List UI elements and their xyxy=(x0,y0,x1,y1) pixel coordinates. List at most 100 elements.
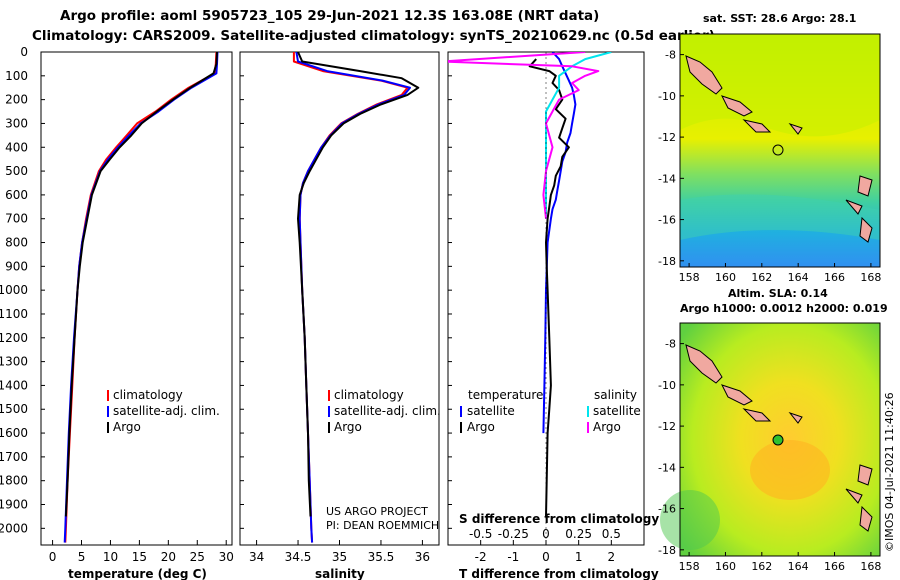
salinity-x-tick-label: 34.5 xyxy=(285,550,312,564)
temperature-x-tick-label: 0 xyxy=(49,550,57,564)
temperature-series-argo xyxy=(64,52,218,517)
salinity-legend: climatology satellite-adj. clim. Argo xyxy=(328,388,441,434)
legend-satellite-label: satellite-adj. clim. xyxy=(113,404,220,418)
salinity-series-climatology xyxy=(292,52,409,543)
sst-warm-patch xyxy=(680,34,880,137)
depth-tick-label: 1700 xyxy=(0,450,28,464)
temperature-x-tick-label: 10 xyxy=(103,550,118,564)
depth-tick-label: 800 xyxy=(5,236,28,250)
sla-map-title-1: Altim. SLA: 0.14 xyxy=(728,287,828,300)
temperature-panel-frame xyxy=(40,51,233,546)
temperature-x-label: temperature (deg C) xyxy=(68,567,207,580)
argo-float-marker xyxy=(772,434,784,446)
map-lon-tick-label: 168 xyxy=(860,271,881,284)
header-line-1: Argo profile: aoml 5905723_105 29-Jun-20… xyxy=(60,8,599,24)
s-difference-tick-label: -0.5 xyxy=(469,527,492,541)
salinity-x-tick-label: 35 xyxy=(332,550,347,564)
legend-argo-label: Argo xyxy=(113,420,141,434)
sst-map xyxy=(679,33,881,268)
temperature-x-tick-label: 15 xyxy=(132,550,147,564)
legend-argo-label: Argo xyxy=(334,420,362,434)
map-lat-tick-label: -8 xyxy=(665,49,676,62)
imos-timestamp: ©IMOS 04-Jul-2021 11:40:26 xyxy=(883,392,896,552)
sla-high-patch xyxy=(750,440,830,500)
sst-map-axes: 158 160 162 164 166 168 -8 -10 -12 -14 -16 -18 xyxy=(658,49,881,284)
difference-legend: temperature satellite Argo salinity sate… xyxy=(460,388,641,434)
map-lat-tick-label: -14 xyxy=(658,172,676,185)
map-lat-tick-label: -18 xyxy=(658,255,676,268)
map-lon-tick-label: 164 xyxy=(788,271,809,284)
salinity-x-tick-label: 36 xyxy=(415,550,430,564)
map-lon-tick-label: 160 xyxy=(715,560,736,573)
legend-s-argo-label: Argo xyxy=(593,420,621,434)
depth-tick-label: 100 xyxy=(5,69,28,83)
map-lon-tick-label: 162 xyxy=(751,560,772,573)
sla-map-axes: 158 160 162 164 166 168 -8 -10 -12 -14 -16 -18 xyxy=(658,338,881,573)
map-lon-tick-label: 158 xyxy=(679,560,700,573)
depth-tick-label: 1400 xyxy=(0,378,28,392)
depth-tick-label: 1800 xyxy=(0,474,28,488)
difference-x-tick-label: 0 xyxy=(542,550,550,564)
salinity-series-satellite-adj-clim- xyxy=(295,52,411,543)
legend-t-satellite-label: satellite xyxy=(467,404,515,418)
map-lon-tick-label: 164 xyxy=(788,560,809,573)
pi-annotation: PI: DEAN ROEMMICH xyxy=(326,519,439,532)
difference-x-tick-label: 1 xyxy=(575,550,583,564)
map-lon-tick-label: 168 xyxy=(860,560,881,573)
depth-tick-label: 1500 xyxy=(0,402,28,416)
difference-x-tick-label: -2 xyxy=(475,550,487,564)
legend-satellite-label: satellite-adj. clim. xyxy=(334,404,441,418)
t-difference-label: T difference from climatology xyxy=(459,567,659,580)
difference-x-tick-label: -1 xyxy=(507,550,519,564)
map-lon-tick-label: 160 xyxy=(715,271,736,284)
salinity-x-label: salinity xyxy=(315,567,365,580)
difference-x-axis: -2 -1 0 1 2-0.5 -0.25 0 0.25 0.5 xyxy=(469,527,621,564)
depth-tick-label: 1300 xyxy=(0,355,28,369)
s-difference-label: S difference from climatology xyxy=(459,512,659,526)
sla-map-title-2: Argo h1000: 0.0012 h2000: 0.019 xyxy=(680,302,888,315)
depth-tick-label: 1100 xyxy=(0,307,28,321)
sst-cool-band xyxy=(680,194,880,240)
argo-float-marker xyxy=(772,144,784,156)
temperature-x-tick-label: 25 xyxy=(190,550,205,564)
temperature-legend: climatology satellite-adj. clim. Argo xyxy=(107,388,220,434)
difference-series-temperature-argo xyxy=(528,58,570,517)
project-annotation: US ARGO PROJECT xyxy=(326,505,428,518)
depth-tick-label: 600 xyxy=(5,188,28,202)
land-solomon-islands xyxy=(685,55,873,243)
legend-s-satellite-label: satellite xyxy=(593,404,641,418)
depth-tick-label: 700 xyxy=(5,212,28,226)
temperature-x-axis: 0 5 10 15 20 25 30 xyxy=(49,540,234,564)
s-difference-tick-label: 0.25 xyxy=(565,527,592,541)
legend-climatology-label: climatology xyxy=(113,388,183,402)
depth-tick-label: 1000 xyxy=(0,283,28,297)
depth-tick-label: 500 xyxy=(5,164,28,178)
legend-climatology-label: climatology xyxy=(334,388,404,402)
map-lat-tick-label: -12 xyxy=(658,131,676,144)
difference-x-tick-label: 2 xyxy=(608,550,616,564)
depth-tick-label: 900 xyxy=(5,259,28,273)
map-lat-tick-label: -10 xyxy=(658,379,676,392)
sst-map-frame xyxy=(679,33,881,268)
map-lat-tick-label: -16 xyxy=(658,503,676,516)
map-lon-tick-label: 158 xyxy=(679,271,700,284)
depth-axis: 0 100 200 300 400 500 600 700 800 900 1000 1100 1200… xyxy=(0,45,452,535)
sst-map-title: sat. SST: 28.6 Argo: 28.1 xyxy=(703,12,856,25)
map-lat-tick-label: -16 xyxy=(658,214,676,227)
difference-series-salinity-argo xyxy=(448,52,600,219)
salinity-series xyxy=(292,52,420,543)
depth-tick-label: 400 xyxy=(5,140,28,154)
legend-salinity-title: salinity xyxy=(594,388,637,402)
temperature-x-tick-label: 20 xyxy=(161,550,176,564)
legend-temperature-title: temperature xyxy=(468,388,543,402)
difference-series xyxy=(448,52,612,545)
map-lat-tick-label: -8 xyxy=(665,338,676,351)
header-line-2: Climatology: CARS2009. Satellite-adjuste… xyxy=(32,28,715,44)
depth-tick-label: 1200 xyxy=(0,331,28,345)
salinity-series-argo xyxy=(297,52,420,517)
s-difference-tick-label: 0.5 xyxy=(602,527,621,541)
s-difference-tick-label: -0.25 xyxy=(498,527,529,541)
salinity-x-tick-label: 34 xyxy=(249,550,264,564)
salinity-x-tick-label: 35.5 xyxy=(368,550,395,564)
